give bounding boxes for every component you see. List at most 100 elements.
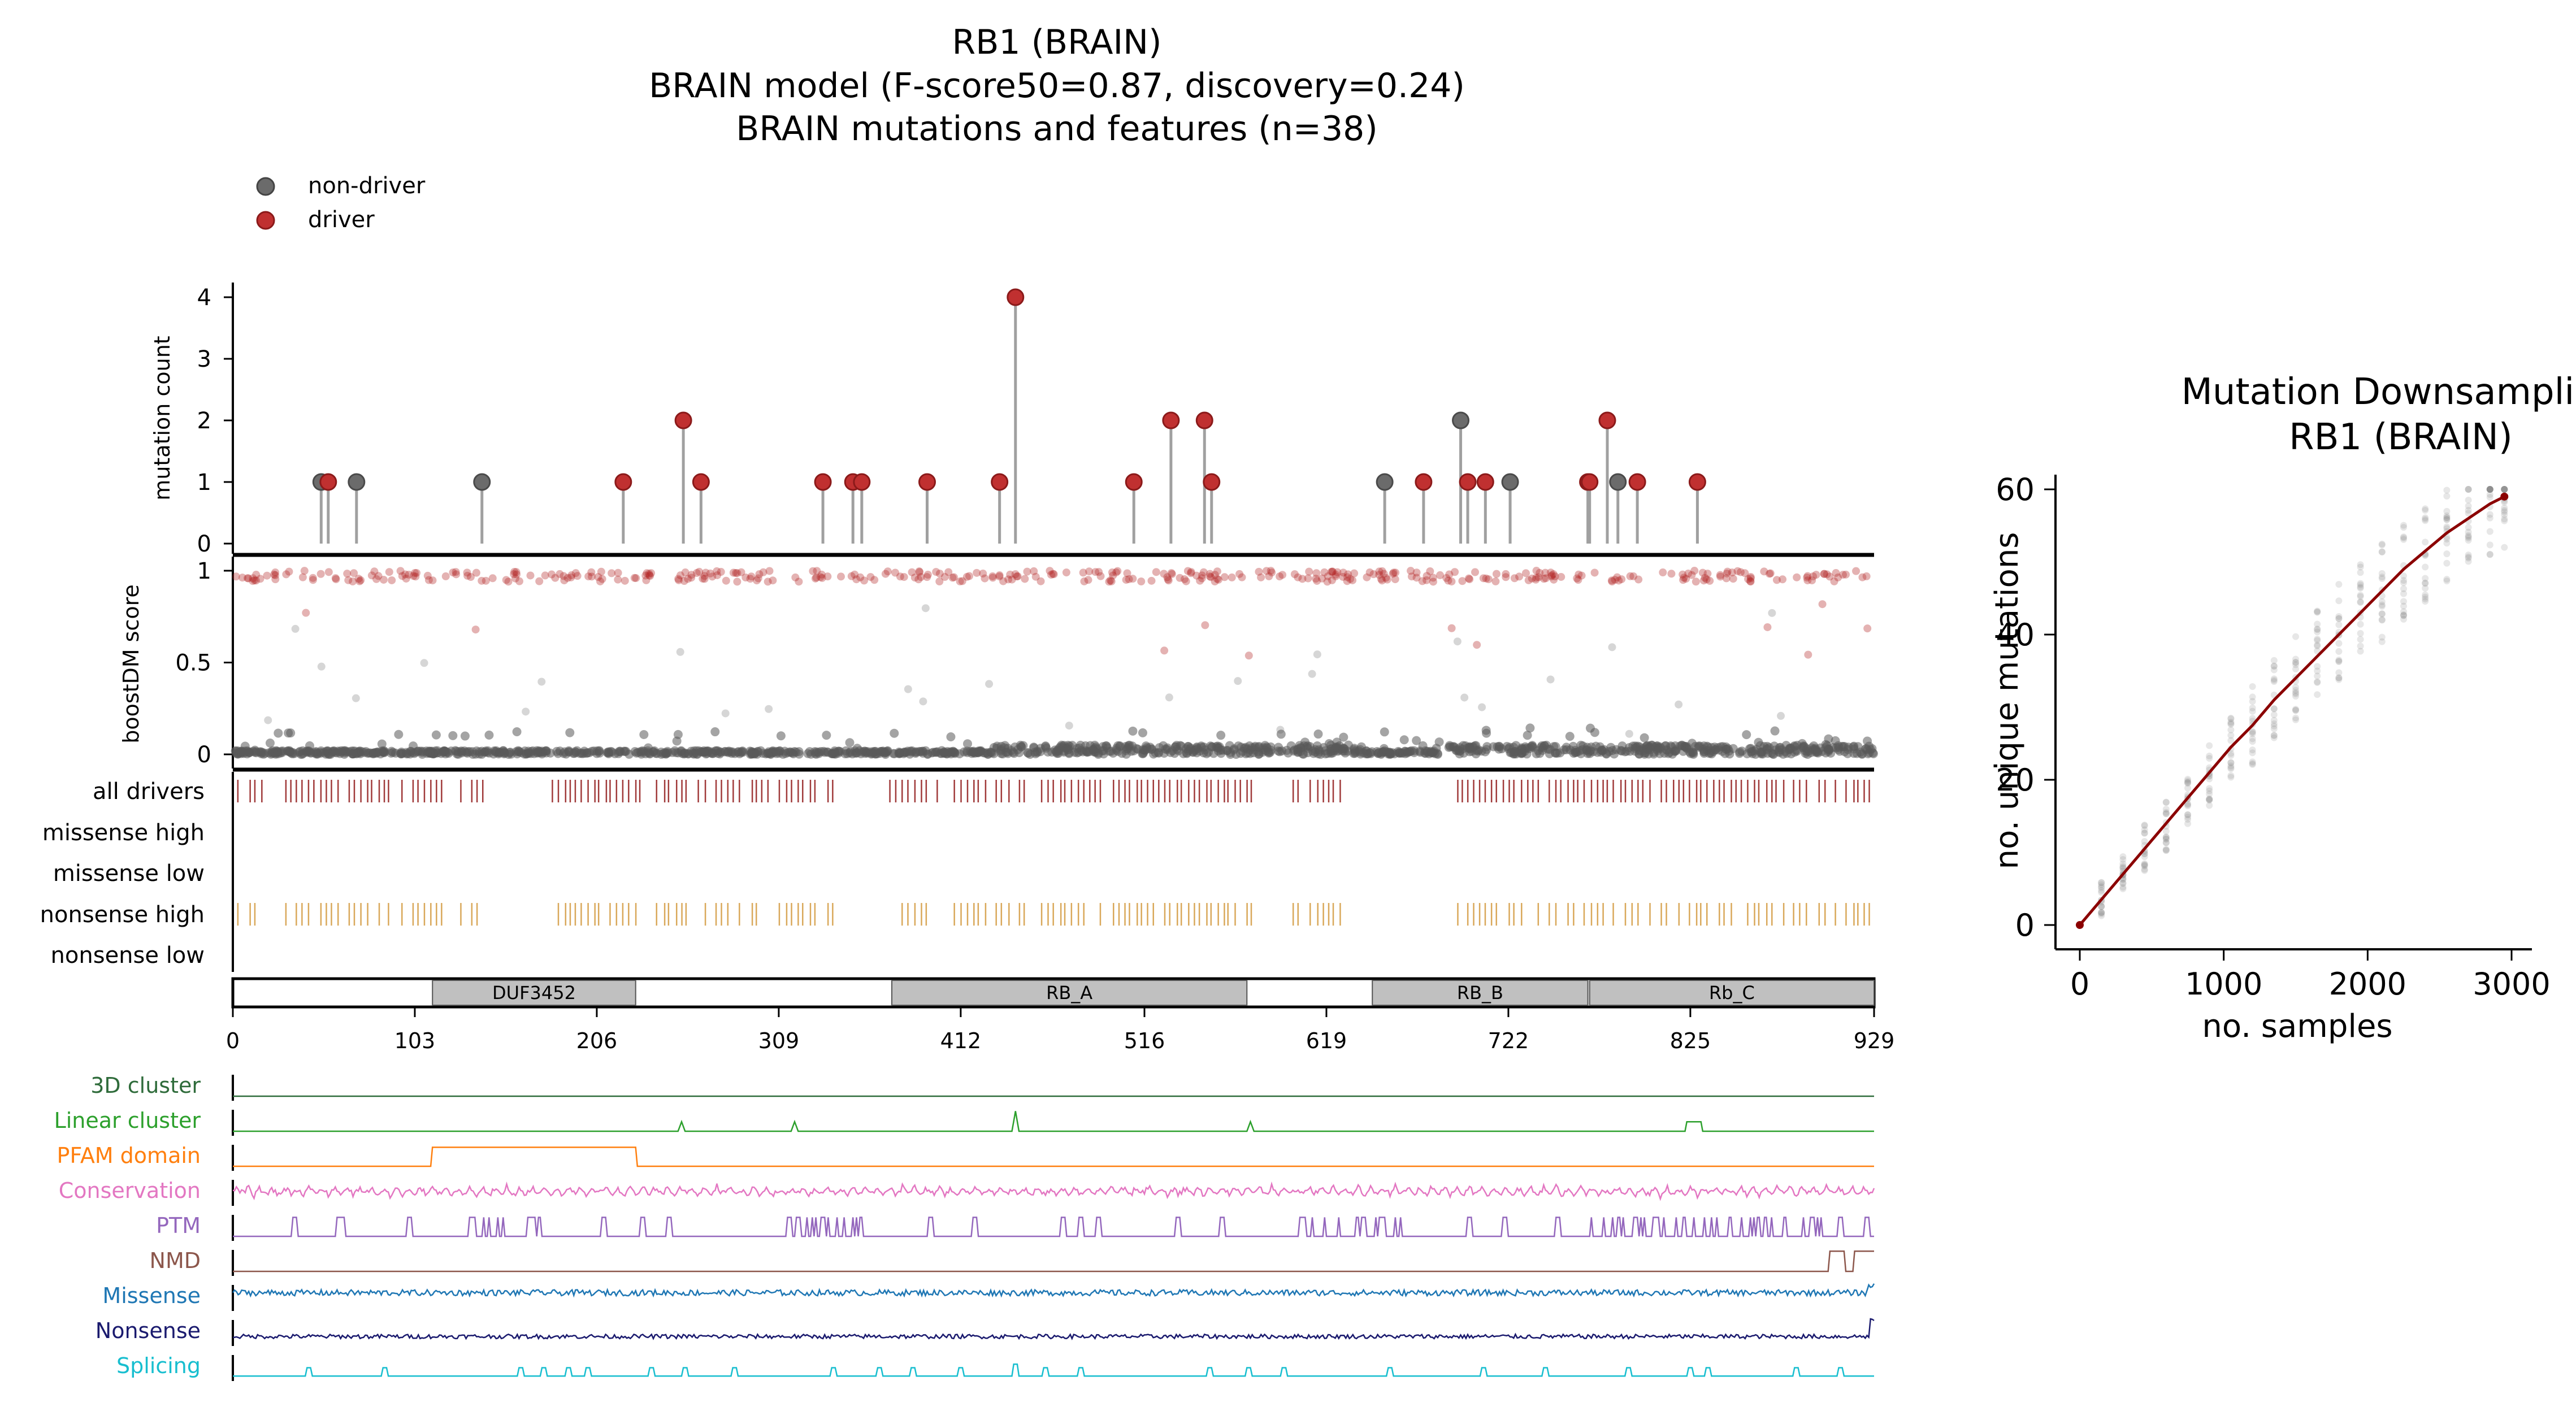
- score-point-driver: [1122, 576, 1130, 584]
- legend-marker-driver: [256, 211, 275, 230]
- downsampling-point: [2249, 693, 2256, 701]
- score-point-driver: [1464, 574, 1473, 583]
- score-point-driver: [733, 577, 741, 586]
- downsampling-point: [2098, 909, 2105, 916]
- score-point-driver: [1391, 568, 1400, 577]
- score-point-nondriver: [512, 727, 522, 736]
- downsampling-point: [2335, 674, 2343, 681]
- downsampling-point: [2443, 576, 2451, 583]
- score-point-driver: [271, 568, 280, 577]
- downsampling-point: [2400, 615, 2407, 623]
- score-point-mid: [1308, 670, 1316, 678]
- score-point-mid: [264, 716, 272, 724]
- lollipop-head-driver: [614, 473, 632, 491]
- downsampling-point: [2292, 714, 2299, 722]
- score-point-nondriver: [552, 746, 562, 756]
- score-point-driver: [1682, 575, 1690, 583]
- downsampling-point: [2184, 777, 2191, 784]
- downsampling-point: [2119, 885, 2127, 892]
- score-point-nondriver: [1793, 740, 1802, 750]
- main-title-line-1: RB1 (BRAIN): [952, 23, 1162, 62]
- score-point-driver: [1722, 574, 1731, 583]
- score-point-driver: [896, 572, 904, 581]
- downsampling-point: [2465, 558, 2472, 565]
- downsampling-point: [2141, 822, 2148, 830]
- score-point-driver: [343, 570, 352, 578]
- score-point-nondriver: [565, 728, 575, 737]
- score-point-driver: [1608, 577, 1616, 586]
- score-point-mid: [420, 659, 428, 667]
- score-point-driver: [1363, 573, 1371, 581]
- score-point-nondriver: [1718, 742, 1728, 752]
- domain-label-DUF3452: DUF3452: [492, 982, 576, 1004]
- score-point-mid: [471, 626, 480, 634]
- score-point-driver: [1733, 567, 1742, 575]
- score-point-driver: [270, 570, 279, 579]
- downsampling-point: [2314, 628, 2321, 636]
- score-point-nondriver: [1433, 749, 1442, 758]
- feature-line: [232, 1181, 1875, 1201]
- lollipop-head-driver: [692, 473, 710, 491]
- score-point-driver: [956, 577, 964, 585]
- score-point-driver: [1147, 576, 1156, 585]
- feature-line: [233, 1363, 1874, 1377]
- downsampling-point: [2249, 707, 2256, 715]
- downsampling-point: [2486, 494, 2493, 501]
- downsampling-point: [2465, 497, 2472, 504]
- score-point-driver: [1327, 568, 1335, 576]
- score-point-mid: [1244, 652, 1253, 660]
- score-point-driver: [1305, 567, 1313, 576]
- score-point-nondriver: [1857, 749, 1867, 759]
- score-point-driver: [398, 572, 406, 580]
- downsampling-point: [2443, 550, 2451, 558]
- score-point-nondriver: [633, 748, 643, 757]
- score-point-nondriver: [1660, 749, 1669, 758]
- score-point-driver: [428, 576, 437, 585]
- downsampling-xtick-label: 3000: [2473, 966, 2550, 1002]
- score-point-driver: [988, 572, 997, 580]
- downsampling-point: [2184, 813, 2191, 820]
- downsampling-point: [2184, 784, 2191, 792]
- score-point-driver: [560, 572, 568, 580]
- score-point-nondriver: [1617, 746, 1627, 756]
- score-point-driver: [512, 568, 521, 576]
- score-point-driver: [556, 570, 564, 578]
- score-point-mid: [317, 662, 326, 671]
- score-point-driver: [916, 568, 924, 576]
- score-point-driver: [630, 574, 639, 582]
- downsampling-point: [2486, 486, 2493, 493]
- downsampling-point: [2486, 511, 2493, 518]
- lollipop-head-driver: [1628, 473, 1646, 491]
- score-point-mid: [919, 697, 927, 706]
- score-point-nondriver: [890, 728, 899, 738]
- score-point-driver: [908, 568, 916, 576]
- feature-row-Nonsense: Nonsense: [96, 1318, 1875, 1346]
- score-point-nondriver: [752, 749, 762, 759]
- score-point-driver: [370, 567, 379, 576]
- score-point-driver: [1842, 570, 1850, 579]
- score-point-driver: [645, 570, 653, 578]
- downsampling-point: [2292, 716, 2299, 723]
- score-point-nondriver: [1849, 741, 1859, 751]
- downsampling-point: [2335, 658, 2343, 665]
- feature-label: Linear cluster: [54, 1108, 201, 1133]
- score-point-nondriver: [1313, 729, 1323, 739]
- score-point-driver: [1482, 574, 1490, 583]
- score-point-driver: [463, 568, 471, 577]
- downsampling-point: [2486, 551, 2493, 558]
- score-point-driver: [1344, 570, 1352, 579]
- score-point-driver: [355, 577, 364, 585]
- score-point-nondriver: [1415, 748, 1425, 757]
- score-point-nondriver: [712, 746, 721, 755]
- score-point-driver: [324, 568, 333, 576]
- score-point-driver: [700, 572, 709, 580]
- score-point-driver: [614, 568, 622, 577]
- score-point-driver: [1542, 574, 1550, 583]
- lollipop-ytick-label: 2: [197, 408, 211, 434]
- score-point-nondriver: [284, 728, 293, 738]
- downsampling-point: [2162, 846, 2170, 853]
- score-point-driver: [746, 575, 754, 583]
- score-point-driver: [1803, 576, 1812, 585]
- score-point-driver: [472, 568, 480, 577]
- score-point-nondriver: [1104, 746, 1114, 756]
